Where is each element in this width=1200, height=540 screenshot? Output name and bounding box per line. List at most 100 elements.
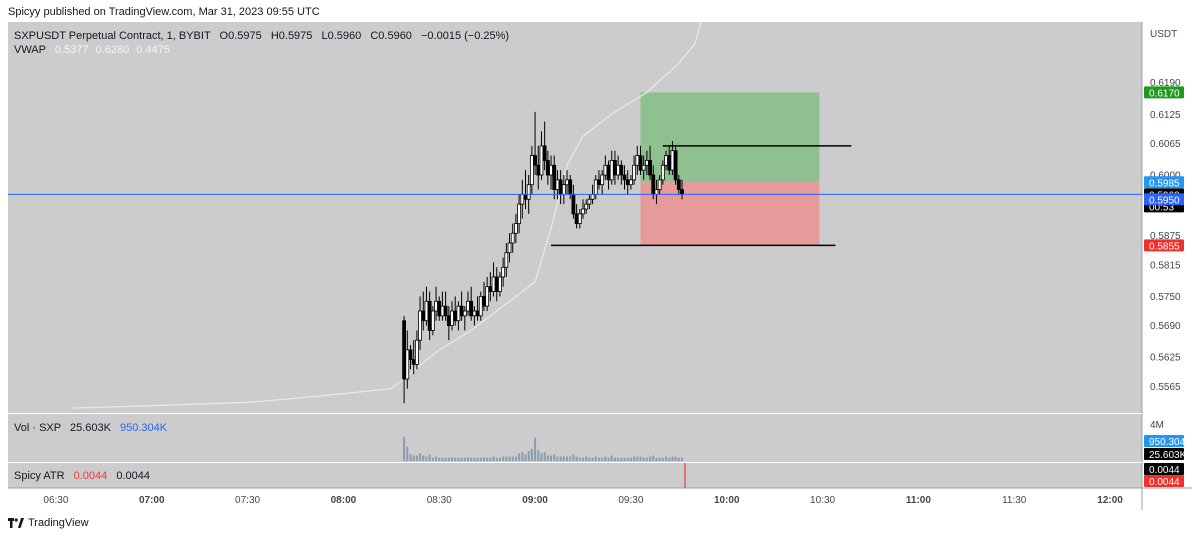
vwap-line bbox=[71, 21, 702, 409]
candle bbox=[657, 175, 662, 195]
candle bbox=[408, 345, 413, 370]
price-axis-unit: USDT bbox=[1150, 29, 1177, 40]
volume-bar bbox=[550, 455, 553, 461]
volume-bar bbox=[626, 457, 629, 461]
low-value: 0.5960 bbox=[328, 30, 362, 42]
y-tick-label: 0.6065 bbox=[1150, 139, 1181, 150]
candle-body bbox=[641, 164, 646, 171]
candle bbox=[676, 175, 681, 195]
volume-bar bbox=[553, 454, 556, 461]
x-tick-label: 08:30 bbox=[427, 495, 452, 506]
x-tick-label: 10:30 bbox=[810, 495, 835, 506]
volume-bar bbox=[511, 456, 514, 461]
vwap-value-1: 0.5377 bbox=[55, 44, 89, 56]
volume-bar bbox=[451, 457, 454, 461]
candle-body bbox=[648, 160, 652, 176]
volume-bar bbox=[508, 456, 511, 461]
candle-body bbox=[657, 179, 662, 190]
volume-bar bbox=[441, 457, 444, 461]
atr-pane bbox=[8, 463, 1142, 488]
candle-body bbox=[526, 184, 531, 200]
x-tick-label: 11:00 bbox=[906, 495, 931, 506]
candle bbox=[469, 286, 474, 321]
atr-2-badge-label: 0.0044 bbox=[1149, 477, 1180, 488]
volume-bar bbox=[428, 454, 431, 461]
candle-body bbox=[408, 349, 413, 360]
symbol-name: SXPUSDT Perpetual Contract, 1, BYBIT bbox=[14, 30, 211, 42]
last-badge-sub: 00:53 bbox=[1149, 202, 1174, 213]
candle-body bbox=[555, 179, 560, 190]
volume-bar bbox=[597, 457, 600, 461]
vwap-legend: VWAP 0.5377 0.6280 0.4475 bbox=[14, 44, 170, 56]
candle-body bbox=[590, 194, 595, 200]
volume-bar bbox=[617, 457, 620, 461]
atr-legend: Spicy ATR 0.0044 0.0044 bbox=[14, 470, 150, 482]
candle-body bbox=[581, 208, 585, 215]
volume-bar bbox=[668, 457, 671, 461]
tradingview-logo-icon bbox=[8, 518, 24, 528]
candle bbox=[462, 306, 467, 331]
candle-body bbox=[520, 194, 525, 205]
volume-bar bbox=[613, 457, 616, 461]
volume-bar bbox=[591, 457, 594, 461]
candle-body bbox=[558, 179, 563, 195]
candle-body bbox=[456, 305, 461, 322]
volume-bar bbox=[607, 457, 610, 461]
candle-body bbox=[469, 300, 474, 317]
price-axis[interactable] bbox=[1142, 22, 1192, 488]
volume-bar bbox=[521, 452, 524, 461]
time-axis[interactable] bbox=[8, 488, 1192, 510]
volume-bar bbox=[585, 456, 588, 461]
candle-body bbox=[434, 300, 438, 312]
candle-body bbox=[430, 310, 435, 331]
candle-body bbox=[498, 276, 502, 292]
candle-body bbox=[584, 203, 589, 210]
volume-bar bbox=[518, 453, 521, 461]
candle-body bbox=[411, 359, 416, 365]
candle-body bbox=[676, 179, 681, 190]
volume-bar bbox=[645, 457, 648, 461]
volume-bar bbox=[655, 457, 658, 461]
candle bbox=[584, 199, 589, 214]
y-tick-label: 0.6125 bbox=[1150, 110, 1181, 121]
candle-body bbox=[587, 198, 592, 205]
volume-bar bbox=[629, 457, 632, 461]
target-badge-label: 0.6170 bbox=[1149, 88, 1180, 99]
candle-body bbox=[613, 160, 617, 176]
volume-bar bbox=[435, 456, 438, 461]
x-tick-label: 11:30 bbox=[1002, 495, 1027, 506]
candle-body bbox=[504, 252, 509, 268]
close-value: 0.5960 bbox=[378, 30, 412, 42]
candle-body bbox=[561, 184, 566, 195]
candle-body bbox=[565, 179, 569, 186]
candle-body bbox=[450, 310, 454, 326]
candle-body bbox=[606, 164, 611, 181]
volume-bar bbox=[543, 452, 546, 461]
candle-body bbox=[482, 296, 486, 307]
candle bbox=[542, 121, 547, 171]
candle bbox=[577, 209, 582, 229]
atr-1-badge: 0.0044 bbox=[1144, 463, 1184, 476]
volume-bar bbox=[569, 456, 572, 461]
candle-body bbox=[424, 300, 429, 322]
candle bbox=[430, 306, 435, 336]
volume-bar bbox=[409, 454, 412, 461]
volume-bar bbox=[444, 457, 447, 461]
volume-bar bbox=[514, 456, 517, 461]
entry-badge: 0.5985 bbox=[1144, 176, 1184, 189]
stop-zone bbox=[640, 182, 820, 246]
volume-max-badge: 950.304K bbox=[1144, 435, 1192, 448]
volume-bar bbox=[454, 457, 457, 461]
volume-bar bbox=[671, 456, 674, 461]
volume-bar bbox=[470, 457, 473, 461]
candle-body bbox=[421, 310, 426, 322]
candle-body bbox=[475, 310, 480, 317]
candle bbox=[501, 257, 506, 287]
volume-bar bbox=[495, 457, 498, 461]
x-tick-label: 10:00 bbox=[714, 495, 740, 506]
candle bbox=[443, 291, 448, 321]
volume-bar bbox=[575, 456, 578, 461]
volume-bar bbox=[479, 457, 482, 461]
candle-body bbox=[619, 164, 624, 176]
